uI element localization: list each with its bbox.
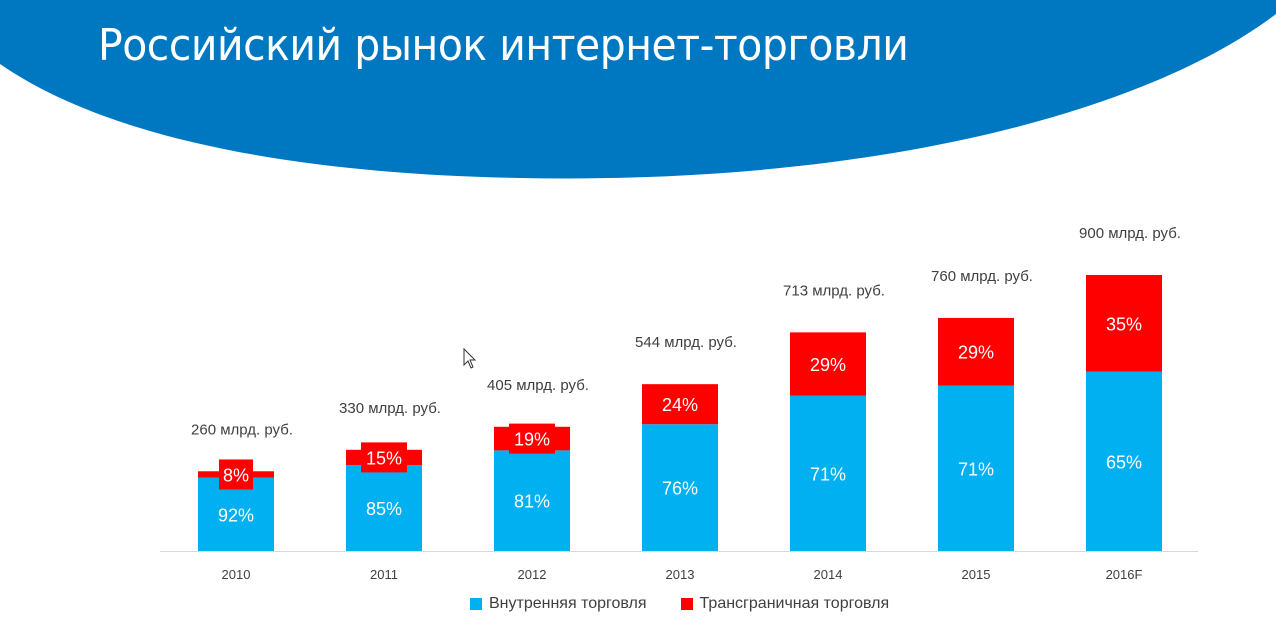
data-label-domestic-2014: 71% — [810, 464, 846, 484]
legend-label-domestic: Внутренняя торговля — [489, 595, 647, 612]
data-label-domestic-2010: 92% — [218, 505, 254, 525]
data-label-domestic-2016F: 65% — [1106, 452, 1142, 472]
total-label-2012: 405 млрд. руб. — [487, 377, 589, 394]
total-label-2016F: 900 млрд. руб. — [1079, 225, 1181, 242]
data-label-crossborder-2016F: 35% — [1106, 314, 1142, 334]
total-label-2013: 544 млрд. руб. — [635, 334, 737, 351]
x-tick-label-2012: 2012 — [518, 567, 547, 582]
data-label-crossborder-2015: 29% — [958, 343, 994, 363]
bar-domestic-2016F — [1086, 371, 1162, 551]
bar-crossborder-2014 — [790, 332, 866, 396]
data-label-crossborder-2011: 15% — [366, 448, 402, 468]
bar-crossborder-2013 — [642, 384, 718, 425]
bar-domestic-2010 — [198, 477, 274, 551]
total-label-2011: 330 млрд. руб. — [339, 400, 441, 417]
bar-domestic-2014 — [790, 395, 866, 551]
data-label-box-crossborder-2010 — [219, 459, 253, 490]
bar-domestic-2015 — [938, 385, 1014, 551]
total-label-2014: 713 млрд. руб. — [783, 282, 885, 299]
data-label-domestic-2012: 81% — [514, 492, 550, 512]
x-tick-label-2014: 2014 — [814, 567, 843, 582]
legend: Внутренняя торговля Трансграничная торго… — [470, 595, 889, 613]
legend-label-crossborder: Трансграничная торговля — [699, 595, 890, 612]
data-label-domestic-2015: 71% — [958, 459, 994, 479]
bar-domestic-2012 — [494, 450, 570, 551]
mouse-cursor-icon — [463, 348, 477, 369]
data-label-domestic-2013: 76% — [662, 479, 698, 499]
legend-item-crossborder: Трансграничная торговля — [680, 595, 890, 613]
bar-domestic-2011 — [346, 464, 422, 551]
total-label-2015: 760 млрд. руб. — [931, 268, 1033, 285]
slide-title: Российский рынок интернет-торговли — [98, 20, 909, 71]
x-tick-label-2015: 2015 — [962, 567, 991, 582]
bar-crossborder-2016F — [1086, 275, 1162, 372]
data-label-domestic-2011: 85% — [366, 499, 402, 519]
header-ellipse — [0, 0, 1276, 179]
x-tick-label-2016F: 2016F — [1106, 567, 1143, 582]
x-tick-label-2011: 2011 — [370, 567, 398, 582]
data-label-crossborder-2014: 29% — [810, 355, 846, 375]
x-tick-label-2013: 2013 — [666, 567, 695, 582]
x-tick-label-2010: 2010 — [222, 567, 251, 582]
bar-domestic-2013 — [642, 424, 718, 551]
bar-crossborder-2015 — [938, 317, 1014, 386]
data-label-box-crossborder-2011 — [361, 442, 407, 473]
legend-swatch-domestic — [470, 598, 482, 610]
total-label-2010: 260 млрд. руб. — [191, 421, 293, 438]
legend-swatch-crossborder — [680, 598, 693, 610]
data-label-crossborder-2013: 24% — [662, 395, 698, 415]
data-label-box-crossborder-2012 — [509, 423, 555, 454]
data-label-crossborder-2012: 19% — [514, 430, 550, 450]
legend-item-domestic: Внутренняя торговля — [470, 595, 647, 613]
data-label-crossborder-2010: 8% — [223, 465, 249, 485]
